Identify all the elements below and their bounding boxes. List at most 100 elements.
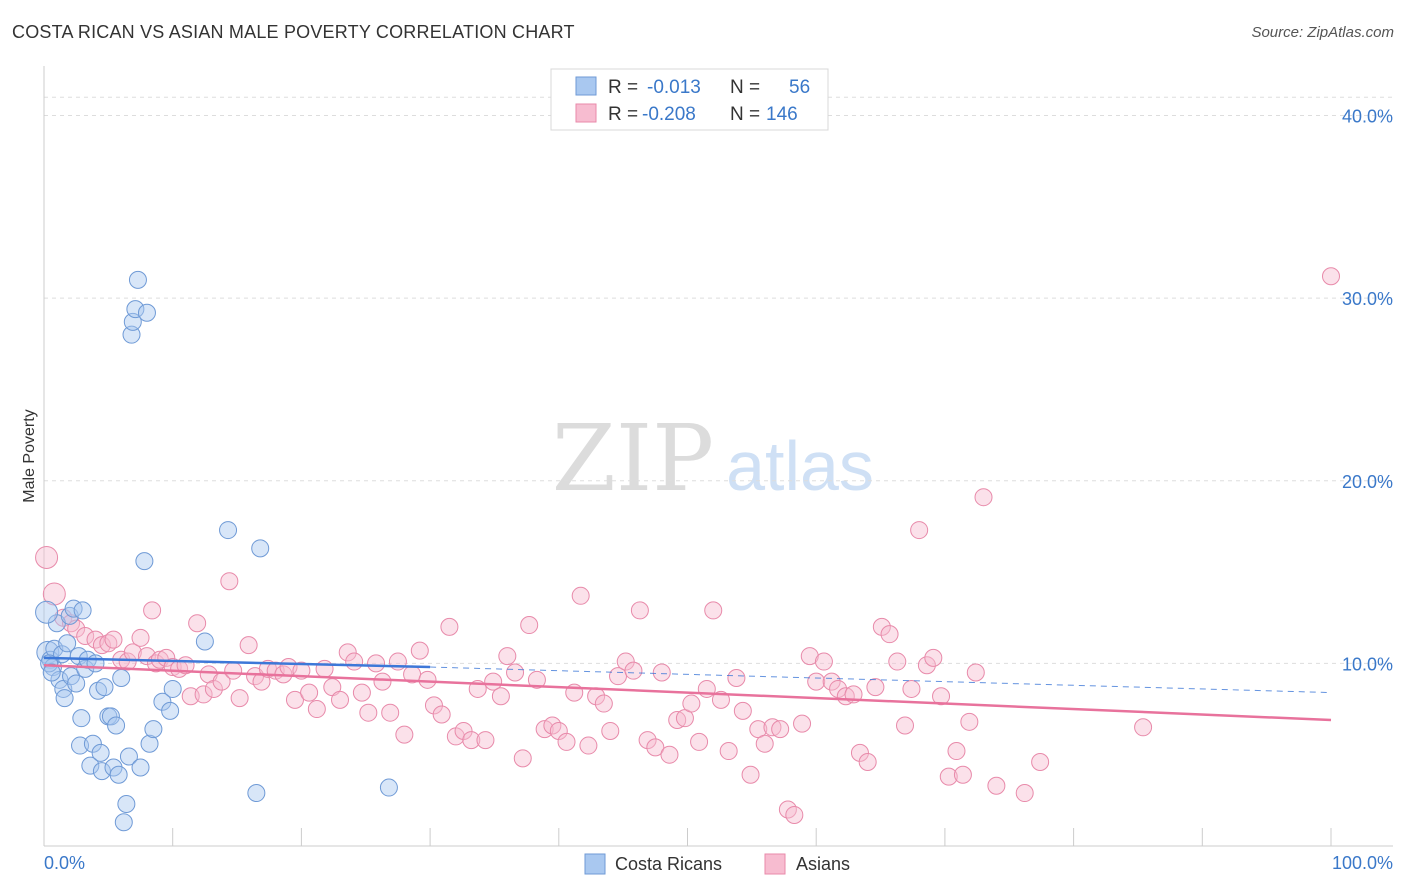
point-asians: [118, 652, 137, 671]
point-costa-ricans: [119, 747, 138, 766]
point-costa-ricans: [247, 784, 266, 803]
chart-source: Source: ZipAtlas.com: [1251, 24, 1394, 41]
point-costa-ricans: [95, 678, 114, 697]
legend-n-value-2: 146: [766, 104, 798, 125]
trend-line-costa-ricans-extension: [430, 666, 1332, 694]
point-asians: [432, 705, 451, 724]
legend-n-value-1: 56: [789, 77, 810, 98]
legend-r-value-1: -0.013: [647, 77, 701, 98]
point-asians: [741, 765, 760, 784]
point-asians: [307, 700, 326, 719]
point-asians: [668, 710, 687, 729]
point-costa-ricans: [126, 300, 145, 319]
point-asians: [601, 721, 620, 740]
point-asians: [638, 731, 657, 750]
point-asians: [513, 749, 532, 768]
point-asians: [888, 652, 907, 671]
point-asians: [1134, 718, 1153, 737]
point-asians: [872, 617, 891, 636]
legend-r-label-1: R =: [608, 77, 638, 98]
point-asians: [224, 661, 243, 680]
point-asians: [345, 652, 364, 671]
point-asians: [807, 672, 826, 691]
series-legend: Costa Ricans Asians: [584, 853, 850, 875]
point-costa-ricans: [131, 758, 150, 777]
point-asians: [660, 745, 679, 764]
point-asians: [910, 521, 929, 540]
x-tick-label-min: 0.0%: [44, 853, 85, 873]
point-asians: [793, 714, 812, 733]
point-costa-ricans: [114, 813, 133, 832]
point-asians: [924, 648, 943, 667]
point-asians: [800, 647, 819, 666]
point-asians: [188, 614, 207, 633]
point-asians: [204, 679, 223, 698]
point-costa-ricans: [140, 734, 159, 753]
bottom-legend-swatch-costa-ricans: [584, 853, 606, 875]
y-tick-label: 40.0%: [1342, 107, 1393, 127]
point-asians: [418, 670, 437, 689]
trend-line-costa-ricans: [43, 656, 431, 669]
point-costa-ricans: [251, 539, 270, 558]
point-costa-ricans: [135, 552, 154, 571]
point-asians: [440, 617, 459, 636]
point-asians: [814, 652, 833, 671]
point-asians: [850, 743, 869, 762]
point-costa-ricans: [55, 689, 74, 708]
point-costa-ricans: [42, 663, 61, 682]
correlation-legend: R = -0.013 N = 56 R = -0.208 N = 146: [550, 68, 829, 131]
point-costa-ricans: [122, 325, 141, 344]
point-asians: [785, 805, 804, 824]
point-asians: [352, 683, 371, 702]
point-asians: [960, 712, 979, 731]
point-asians: [866, 678, 885, 697]
point-asians: [974, 488, 993, 507]
point-asians: [953, 765, 972, 784]
point-costa-ricans: [219, 521, 238, 540]
point-asians: [395, 725, 414, 744]
legend-swatch-costa-ricans: [575, 76, 597, 96]
point-asians: [624, 661, 643, 680]
point-costa-ricans: [72, 709, 91, 728]
y-tick-label: 10.0%: [1342, 654, 1393, 674]
point-asians: [1015, 784, 1034, 803]
point-costa-ricans: [73, 601, 92, 620]
point-asians: [652, 663, 671, 682]
point-costa-ricans: [153, 692, 172, 711]
y-tick-label: 20.0%: [1342, 472, 1393, 492]
point-asians: [92, 636, 111, 655]
y-axis-label: Male Poverty: [21, 409, 38, 502]
point-asians: [99, 634, 118, 653]
point-asians: [338, 643, 357, 662]
point-asians: [896, 716, 915, 735]
point-asians: [239, 636, 258, 655]
point-asians: [194, 685, 213, 704]
point-asians: [143, 601, 162, 620]
legend-swatch-asians: [575, 103, 597, 123]
legend-n-label-1: N =: [730, 77, 760, 98]
point-costa-ricans: [163, 679, 182, 698]
point-costa-ricans: [137, 303, 156, 322]
point-costa-ricans: [81, 756, 100, 775]
point-asians: [454, 721, 473, 740]
point-costa-ricans: [67, 674, 86, 693]
bottom-legend-swatch-asians: [764, 853, 786, 875]
point-asians: [755, 734, 774, 753]
point-asians: [498, 647, 517, 666]
point-asians: [373, 672, 392, 691]
chart-title: COSTA RICAN VS ASIAN MALE POVERTY CORREL…: [12, 22, 575, 42]
point-asians: [359, 703, 378, 722]
point-costa-ricans: [117, 794, 136, 813]
point-costa-ricans: [83, 734, 102, 753]
point-asians: [579, 736, 598, 755]
point-asians: [682, 694, 701, 713]
point-asians: [157, 648, 176, 667]
point-asians: [763, 718, 782, 737]
point-asians: [594, 694, 613, 713]
point-asians: [1031, 752, 1050, 771]
point-costa-ricans: [86, 654, 105, 673]
point-asians: [230, 689, 249, 708]
point-costa-ricans: [107, 716, 126, 735]
point-asians: [484, 672, 503, 691]
